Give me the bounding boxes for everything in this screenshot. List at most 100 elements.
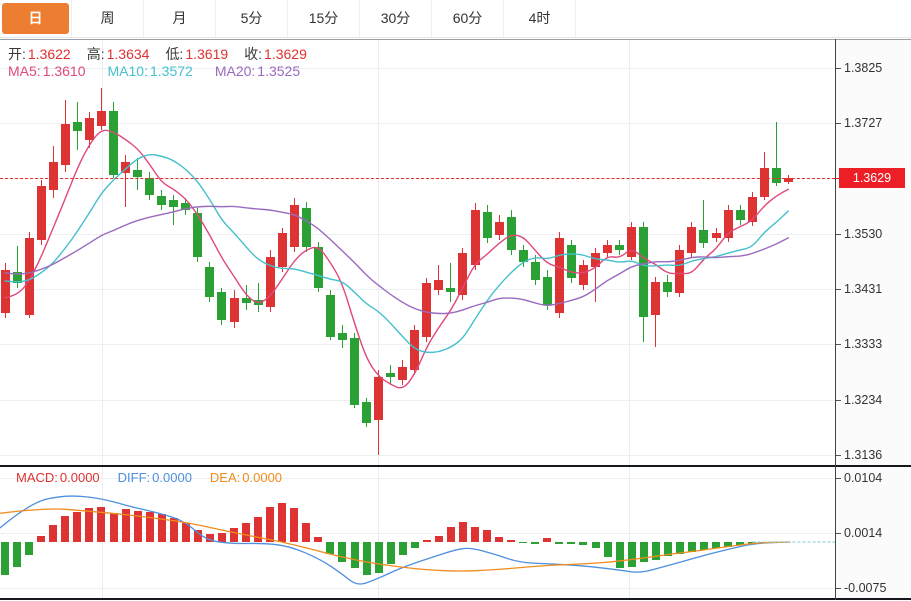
candle bbox=[482, 211, 492, 239]
macd-bar bbox=[278, 502, 287, 542]
candle bbox=[277, 233, 287, 267]
macd-bar bbox=[13, 542, 22, 568]
candle bbox=[109, 111, 118, 175]
macd-bar bbox=[350, 542, 359, 569]
readout-value: 1.3629 bbox=[264, 46, 307, 62]
readout-item: 收: 1.3629 bbox=[244, 44, 307, 64]
macd-bar bbox=[133, 510, 142, 542]
macd-bar bbox=[748, 542, 757, 544]
macd-bar bbox=[639, 542, 648, 563]
gridline-h bbox=[0, 587, 835, 589]
readout-value: 1.3572 bbox=[149, 63, 193, 79]
candle bbox=[578, 265, 588, 285]
macd-bar bbox=[338, 542, 347, 563]
readout-item: MA20: 1.3525 bbox=[215, 63, 300, 79]
gridline-h bbox=[0, 400, 835, 401]
y-axis-tick bbox=[836, 400, 841, 401]
candle bbox=[639, 227, 649, 317]
macd-bar bbox=[471, 526, 479, 542]
tab-week[interactable]: 周 bbox=[72, 0, 144, 37]
readout-item: 低: 1.3619 bbox=[165, 44, 228, 64]
tab-60min[interactable]: 60分 bbox=[432, 0, 504, 37]
tab-15min[interactable]: 15分 bbox=[288, 0, 360, 37]
readout-value: 1.3619 bbox=[185, 46, 229, 62]
macd-bar bbox=[603, 542, 612, 558]
gridline-h bbox=[0, 68, 835, 69]
candle bbox=[386, 373, 396, 377]
candle bbox=[374, 377, 384, 421]
tab-5min[interactable]: 5分 bbox=[216, 0, 288, 37]
macd-bar bbox=[314, 537, 323, 542]
candle bbox=[241, 297, 251, 303]
y-axis-tick bbox=[836, 68, 841, 69]
macd-bar bbox=[193, 529, 202, 542]
macd-bar bbox=[712, 542, 720, 549]
y-axis-line bbox=[835, 39, 836, 600]
price-badge-link bbox=[836, 178, 839, 180]
macd-bar bbox=[37, 535, 46, 542]
macd-bar bbox=[374, 542, 383, 574]
macd-bar bbox=[663, 542, 672, 557]
candle bbox=[675, 250, 685, 293]
tab-4hour[interactable]: 4时 bbox=[504, 0, 576, 37]
readout-label: 开: bbox=[8, 46, 26, 62]
tab-month[interactable]: 月 bbox=[144, 0, 216, 37]
macd-bar bbox=[145, 512, 154, 542]
macd-bar bbox=[217, 532, 226, 542]
candle bbox=[506, 216, 516, 250]
candle bbox=[350, 338, 359, 406]
candle bbox=[121, 161, 130, 173]
candle bbox=[36, 186, 46, 240]
macd-bar bbox=[699, 542, 708, 550]
macd-bar bbox=[73, 512, 82, 542]
candle bbox=[446, 288, 456, 293]
candle bbox=[337, 333, 347, 340]
macd-bar bbox=[49, 524, 58, 542]
candle bbox=[771, 168, 781, 184]
macd-bar bbox=[543, 537, 552, 542]
macd-readout: MACD: 0.0000 DIFF: 0.0000 DEA: 0.0000 bbox=[16, 470, 282, 485]
candle bbox=[470, 210, 480, 266]
tab-label-15min: 15分 bbox=[308, 10, 339, 26]
macd-bar bbox=[326, 542, 335, 555]
candle bbox=[699, 229, 709, 243]
readout-label: DEA: bbox=[209, 470, 241, 485]
candle bbox=[313, 247, 323, 289]
candle bbox=[229, 297, 239, 322]
macd-bar bbox=[507, 540, 516, 542]
chart-bottom-border bbox=[0, 598, 911, 600]
tab-day[interactable]: 日 bbox=[0, 0, 72, 37]
candle bbox=[759, 168, 769, 198]
y-axis-label: 1.3825 bbox=[844, 61, 883, 75]
ohlc-readout: 开: 1.3622 高: 1.3634 低: 1.3619 收: 1.3629 bbox=[8, 44, 307, 64]
candle bbox=[603, 245, 612, 253]
readout-label: 高: bbox=[86, 46, 105, 62]
main-chart-surface[interactable] bbox=[0, 40, 835, 465]
macd-bar bbox=[85, 507, 94, 542]
y-axis-label: 1.3333 bbox=[844, 337, 883, 352]
tab-30min[interactable]: 30分 bbox=[360, 0, 432, 37]
macd-axis-label: 0.0014 bbox=[844, 526, 883, 541]
macd-axis-label: -0.0075 bbox=[844, 580, 887, 595]
y-axis-label: 1.3431 bbox=[844, 282, 883, 297]
candle bbox=[60, 124, 70, 166]
candle bbox=[494, 221, 504, 235]
candle-wick bbox=[257, 283, 259, 312]
tab-label-5min: 5分 bbox=[240, 10, 263, 26]
readout-item: 高: 1.3634 bbox=[87, 44, 150, 64]
candle bbox=[217, 292, 227, 321]
y-axis-label: 1.3727 bbox=[844, 116, 883, 131]
gridline-h bbox=[0, 123, 835, 125]
current-price-badge: 1.3629 bbox=[839, 168, 905, 189]
macd-bar bbox=[97, 507, 106, 542]
readout-value: 0.0000 bbox=[152, 470, 192, 485]
y-axis-label: 1.3136 bbox=[844, 448, 883, 463]
candle bbox=[627, 227, 637, 257]
readout-item: DEA: 0.0000 bbox=[210, 470, 282, 485]
macd-bar bbox=[434, 535, 443, 542]
y-axis-tick bbox=[836, 455, 841, 457]
macd-bar bbox=[483, 529, 491, 542]
y-axis-label: 1.3530 bbox=[844, 226, 883, 241]
macd-bar bbox=[724, 542, 732, 547]
